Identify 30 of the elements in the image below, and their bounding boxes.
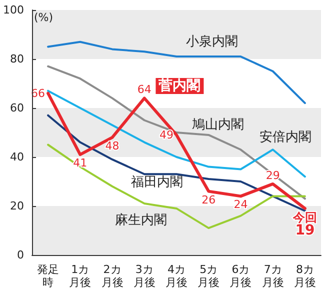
y-tick-label: 20 — [10, 200, 24, 212]
y-tick-label: 40 — [10, 150, 24, 164]
x-tick-label: 1カ月後 — [69, 263, 92, 289]
series-label: 麻生内閣 — [115, 213, 168, 228]
x-tick-label: 7カ月後 — [262, 263, 284, 289]
annotation: 今回 — [292, 210, 317, 224]
x-tick-label: 4カ月後 — [166, 263, 188, 289]
x-tick-label: 発足時 — [37, 263, 60, 289]
data-label: 24 — [234, 198, 248, 212]
x-tick-label: 5カ月後 — [198, 263, 220, 289]
x-tick-label: 6カ月後 — [230, 263, 252, 289]
x-tick-label: 8カ月後 — [294, 263, 316, 289]
x-tick-label: 3カ月後 — [133, 263, 156, 289]
y-tick-label: 100 — [2, 4, 24, 16]
series-label: 菅内閣 — [158, 78, 201, 94]
data-label: 64 — [137, 83, 152, 96]
data-label: 48 — [105, 139, 120, 152]
data-label: 19 — [295, 222, 315, 238]
series-label: 安倍内閣 — [260, 128, 312, 145]
series-label: 福田内閣 — [131, 175, 184, 190]
data-label: 26 — [202, 193, 216, 206]
data-label: 29 — [266, 168, 280, 182]
y-tick-label: 80 — [10, 52, 24, 66]
y-axis-title: (%) — [34, 11, 54, 24]
y-tick-label: 0 — [16, 248, 24, 262]
x-tick-label: 2カ月後 — [101, 263, 124, 289]
series-label: 鳩山内閣 — [192, 118, 244, 133]
y-tick-label: 60 — [10, 102, 24, 114]
series-label: 小泉内閣 — [186, 34, 238, 50]
data-label: 49 — [160, 128, 174, 142]
